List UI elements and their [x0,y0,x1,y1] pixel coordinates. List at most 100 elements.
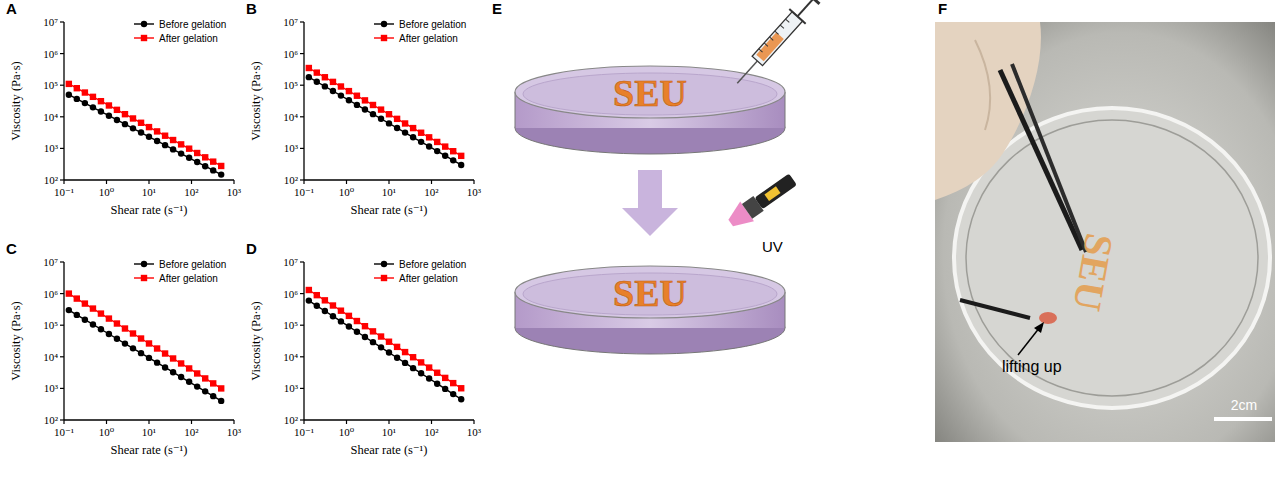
circle-marker [330,313,336,319]
legend-label: Before gelation [399,259,466,270]
x-tick-label: 10³ [227,426,242,438]
circle-marker [202,388,208,394]
panel-label: F [938,0,947,17]
syringe-scale [786,19,790,22]
y-tick [60,325,64,326]
panel-label: C [6,240,17,257]
y-tick-label: 10⁷ [43,256,58,268]
legend: Before gelationAfter gelation [134,19,226,44]
data-group [66,290,225,404]
legend-label: After gelation [159,273,218,284]
square-marker [386,339,392,345]
x-tick-label: 10³ [467,426,482,438]
y-tick [60,419,64,420]
syringe-scale [770,37,774,40]
photo-panel: FSEUlifting up2cm [935,0,1275,442]
circle-marker [442,153,448,159]
circle-marker [146,355,152,361]
circle-marker [122,340,128,346]
y-tick [60,85,64,86]
circle-marker [178,150,184,156]
square-marker [418,130,424,136]
syringe [729,0,822,91]
square-marker [338,83,344,89]
circle-marker [154,138,160,144]
square-marker [418,359,424,365]
figure: A10⁻¹10⁰10¹10²10³10²10³10⁴10⁵10⁶10⁷Visco… [0,0,1279,481]
square-marker [354,318,360,324]
tweezers-arm [1000,70,1082,250]
data-group [306,287,465,403]
dish-edge [515,292,516,328]
diagram-panel: ESEUUVSEU [492,0,822,354]
square-marker [162,133,168,139]
syringe-thumb [808,0,820,4]
square-marker [98,310,104,316]
dish-text: SEU [613,72,687,114]
x-tick [63,180,64,184]
square-marker [402,120,408,126]
y-axis-title: Viscosity (Pa·s) [249,61,263,140]
square-marker [218,163,224,169]
circle-marker [146,134,152,140]
panel-label: B [246,0,257,17]
y-tick-label: 10² [44,174,59,186]
legend-label: Before gelation [399,19,466,30]
syringe-scale [780,25,784,28]
circle-marker [322,83,328,89]
series-line [69,310,221,401]
circle-marker [434,380,440,386]
chart-panel: B10⁻¹10⁰10¹10²10³10²10³10⁴10⁵10⁶10⁷Visco… [246,0,482,217]
square-marker [410,125,416,131]
syringe-scale [759,49,763,52]
legend: Before gelationAfter gelation [374,19,466,44]
square-marker [426,134,432,140]
x-tick-label: 10³ [467,186,482,198]
circle-marker [410,365,416,371]
series-line [69,294,221,389]
y-axis-title: Viscosity (Pa·s) [9,61,23,140]
circle-marker [138,350,144,356]
circle-marker [346,323,352,329]
square-marker [98,98,104,104]
series-line [309,68,461,156]
square-marker [362,97,368,103]
annotation-arrow [1018,327,1040,355]
circle-marker [90,321,96,327]
circle-marker [378,344,384,350]
x-tick [148,420,149,424]
square-marker [202,375,208,381]
chart-panel: C10⁻¹10⁰10¹10²10³10²10³10⁴10⁵10⁶10⁷Visco… [6,240,242,457]
square-marker [74,85,80,91]
petri-inner [966,120,1258,396]
circle-marker [194,159,200,165]
circle-marker [354,102,360,108]
y-tick-label: 10⁵ [43,79,58,91]
square-marker [330,79,336,85]
circle-marker [74,96,80,102]
square-marker [314,69,320,75]
syringe-needle [737,61,757,83]
square-marker [122,325,128,331]
tweezers-arm [1012,64,1086,252]
x-tick [431,420,432,424]
circle-marker [458,162,464,168]
circle-marker [178,374,184,380]
x-axis-title: Shear rate (s⁻¹) [111,443,188,457]
x-tick-label: 10⁻¹ [54,186,74,198]
square-marker [90,305,96,311]
x-tick [431,180,432,184]
y-tick-label: 10⁵ [43,319,58,331]
x-axis-title: Shear rate (s⁻¹) [111,203,188,217]
circle-marker [210,167,216,173]
x-tick-label: 10¹ [142,186,156,198]
circle-marker [106,113,112,119]
y-tick-label: 10⁶ [283,288,298,300]
circle-marker [82,316,88,322]
x-tick-label: 10² [184,186,199,198]
y-tick [300,325,304,326]
tweezers-arm [960,300,1030,318]
x-tick-label: 10⁻¹ [294,186,314,198]
square-marker [194,370,200,376]
square-marker [306,65,312,71]
